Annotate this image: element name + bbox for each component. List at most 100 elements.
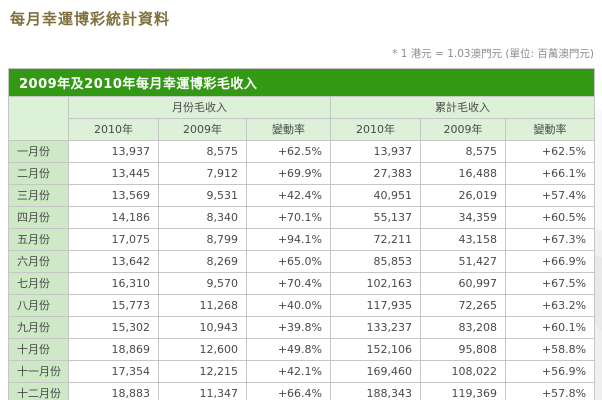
value-cell: 13,937: [68, 140, 159, 163]
table-row: 十月份 18,869 12,600 +49.8% 152,106 95,808 +58.8%: [8, 338, 596, 361]
col-header-monthly-2009: 2009年: [158, 118, 247, 141]
value-cell: 8,575: [158, 140, 247, 163]
table-caption: 2009年及2010年每月幸運博彩毛收入: [7, 68, 596, 97]
table-row: 三月份 13,569 9,531 +42.4% 40,951 26,019 +57.4%: [8, 184, 596, 207]
month-label: 二月份: [8, 162, 69, 185]
value-cell: 16,310: [68, 272, 159, 295]
value-cell: +63.2%: [504, 294, 596, 317]
month-label: 十二月份: [8, 382, 69, 400]
value-cell: +70.1%: [246, 206, 331, 229]
value-cell: 83,208: [420, 316, 506, 339]
month-label: 八月份: [8, 294, 69, 317]
value-cell: +66.9%: [504, 250, 596, 273]
value-cell: +60.5%: [504, 206, 596, 229]
value-cell: 14,186: [68, 206, 159, 229]
value-cell: 7,912: [158, 162, 247, 185]
content-area: 每月幸運博彩統計資料 * 1 港元 = 1.03澳門元 (單位: 百萬澳門元) …: [0, 8, 602, 400]
value-cell: 12,600: [158, 338, 247, 361]
month-label: 三月份: [8, 184, 69, 207]
table-row: 六月份 13,642 8,269 +65.0% 85,853 51,427 +66.9%: [8, 250, 596, 273]
table-row: 十二月份 18,883 11,347 +66.4% 188,343 119,369 +57.…: [8, 382, 596, 400]
value-cell: 72,211: [330, 228, 421, 251]
month-label: 六月份: [8, 250, 69, 273]
table-row: 十一月份 17,354 12,215 +42.1% 169,460 108,022 +56.…: [8, 360, 596, 383]
value-cell: +58.8%: [504, 338, 596, 361]
month-label: 十月份: [8, 338, 69, 361]
col-header-cumulative-2010: 2010年: [330, 118, 421, 141]
value-cell: 72,265: [420, 294, 506, 317]
value-cell: +40.0%: [246, 294, 331, 317]
page-title: 每月幸運博彩統計資料: [10, 10, 171, 28]
caption-row: 2009年及2010年每月幸運博彩毛收入: [7, 68, 596, 97]
value-cell: 188,343: [330, 382, 421, 400]
value-cell: +66.4%: [246, 382, 331, 400]
value-cell: 55,137: [330, 206, 421, 229]
value-cell: 13,937: [330, 140, 421, 163]
value-cell: 34,359: [420, 206, 506, 229]
value-cell: +67.3%: [504, 228, 596, 251]
month-label: 十一月份: [8, 360, 69, 383]
value-cell: 85,853: [330, 250, 421, 273]
value-cell: +62.5%: [246, 140, 331, 163]
value-cell: +57.4%: [504, 184, 596, 207]
value-cell: 13,642: [68, 250, 159, 273]
value-cell: +69.9%: [246, 162, 331, 185]
value-cell: 11,268: [158, 294, 247, 317]
table-row: 八月份 15,773 11,268 +40.0% 117,935 72,265 +63.2%: [8, 294, 596, 317]
value-cell: 108,022: [420, 360, 506, 383]
value-cell: 12,215: [158, 360, 247, 383]
value-cell: 9,531: [158, 184, 247, 207]
value-cell: 17,354: [68, 360, 159, 383]
month-label: 四月份: [8, 206, 69, 229]
year-header-row: 2010年 2009年 變動率 2010年 2009年 變動率: [9, 118, 596, 141]
value-cell: 8,340: [158, 206, 247, 229]
col-header-cumulative-2009: 2009年: [420, 118, 506, 141]
value-cell: +49.8%: [246, 338, 331, 361]
value-cell: 8,269: [158, 250, 247, 273]
value-cell: 43,158: [420, 228, 506, 251]
value-cell: 15,302: [68, 316, 159, 339]
table-row: 五月份 17,075 8,799 +94.1% 72,211 43,158 +67.3%: [8, 228, 596, 251]
month-label: 一月份: [8, 140, 69, 163]
value-cell: 11,347: [158, 382, 247, 400]
value-cell: +67.5%: [504, 272, 596, 295]
value-cell: 117,935: [330, 294, 421, 317]
exchange-rate-note: * 1 港元 = 1.03澳門元 (單位: 百萬澳門元): [392, 48, 594, 60]
value-cell: +57.8%: [504, 382, 596, 400]
value-cell: +66.1%: [504, 162, 596, 185]
value-cell: 152,106: [330, 338, 421, 361]
month-label: 九月份: [8, 316, 69, 339]
value-cell: 95,808: [420, 338, 506, 361]
group-header-cumulative: 累計毛收入: [329, 96, 596, 119]
col-header-cumulative-change: 變動率: [504, 118, 596, 141]
value-cell: 133,237: [330, 316, 421, 339]
value-cell: 16,488: [420, 162, 506, 185]
value-cell: 102,163: [330, 272, 421, 295]
value-cell: 10,943: [158, 316, 247, 339]
value-cell: +62.5%: [504, 140, 596, 163]
gaming-revenue-table: 2009年及2010年每月幸運博彩毛收入 月份毛收入 累計毛收入 2010年 2…: [7, 68, 596, 400]
value-cell: 8,575: [420, 140, 506, 163]
value-cell: 119,369: [420, 382, 506, 400]
value-cell: 13,445: [68, 162, 159, 185]
table-row: 二月份 13,445 7,912 +69.9% 27,383 16,488 +66.1%: [8, 162, 596, 185]
table-row: 九月份 15,302 10,943 +39.8% 133,237 83,208 +60.1%: [8, 316, 596, 339]
table-row: 七月份 16,310 9,570 +70.4% 102,163 60,997 +67.5%: [8, 272, 596, 295]
value-cell: +65.0%: [246, 250, 331, 273]
col-header-monthly-change: 變動率: [246, 118, 331, 141]
group-header-row: 月份毛收入 累計毛收入: [8, 96, 596, 141]
value-cell: 18,869: [68, 338, 159, 361]
value-cell: +94.1%: [246, 228, 331, 251]
month-label: 七月份: [8, 272, 69, 295]
value-cell: 13,569: [68, 184, 159, 207]
value-cell: +39.8%: [246, 316, 331, 339]
table-row: 四月份 14,186 8,340 +70.1% 55,137 34,359 +60.5%: [8, 206, 596, 229]
value-cell: 169,460: [330, 360, 421, 383]
value-cell: +56.9%: [504, 360, 596, 383]
table-body: 一月份 13,937 8,575 +62.5% 13,937 8,575 +62.5% 二月份…: [8, 140, 596, 400]
value-cell: 9,570: [158, 272, 247, 295]
value-cell: +60.1%: [504, 316, 596, 339]
value-cell: 40,951: [330, 184, 421, 207]
value-cell: +42.4%: [246, 184, 331, 207]
